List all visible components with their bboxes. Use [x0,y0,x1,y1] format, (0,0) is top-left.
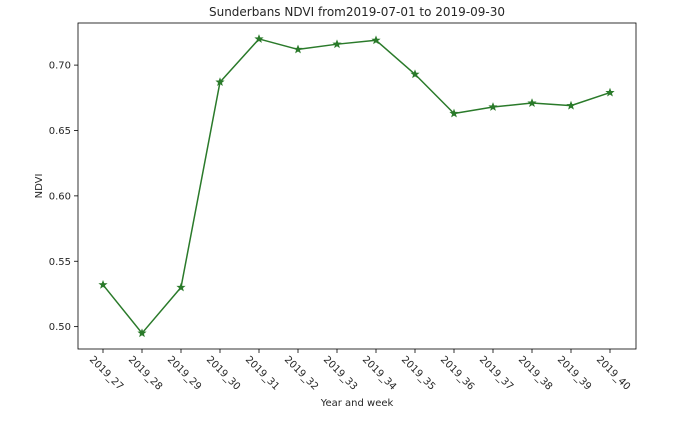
data-point-star [605,87,615,97]
data-point-star [215,77,225,87]
data-point-star [293,44,303,54]
x-tick-label: 2019_35 [399,354,437,392]
x-tick-label: 2019_27 [87,354,125,392]
x-tick-label: 2019_33 [321,354,359,392]
x-tick-label: 2019_40 [594,354,632,392]
data-point-star [449,108,459,118]
y-tick-label: 0.55 [49,257,71,268]
data-point-star [488,102,498,111]
x-axis-label: Year and week [320,398,394,409]
x-tick-label: 2019_39 [555,354,593,392]
y-tick-label: 0.50 [49,322,71,333]
data-point-star [410,69,420,79]
plot-frame [77,22,637,350]
data-point-star [176,282,186,292]
data-point-star [566,100,576,110]
x-tick-label: 2019_34 [360,354,398,392]
x-tick-label: 2019_32 [282,354,320,392]
data-point-star [332,39,342,49]
data-point-star [527,98,537,107]
x-tick-label: 2019_38 [516,354,554,392]
x-tick-label: 2019_31 [243,354,281,392]
chart-title: Sunderbans NDVI from2019-07-01 to 2019-0… [209,5,505,19]
data-point-star [137,328,147,338]
series-line [102,38,611,334]
y-axis-ticks: 0.50 0.55 0.60 0.65 0.70 [49,61,78,333]
x-axis-ticks: 2019_27 2019_28 2019_29 2019_30 2019_31 2019_… [87,349,632,393]
x-tick-label: 2019_28 [126,354,164,392]
y-axis-label: NDVI [34,174,45,199]
data-series [98,34,615,338]
data-point-star [254,34,264,43]
y-tick-label: 0.70 [49,61,71,72]
x-tick-label: 2019_37 [477,354,515,392]
data-point-star [98,279,108,289]
x-tick-label: 2019_30 [204,354,242,392]
y-tick-label: 0.60 [49,191,71,202]
x-tick-label: 2019_36 [438,354,476,392]
data-point-star [371,35,381,45]
x-tick-label: 2019_29 [165,354,203,392]
y-tick-label: 0.65 [49,126,71,137]
